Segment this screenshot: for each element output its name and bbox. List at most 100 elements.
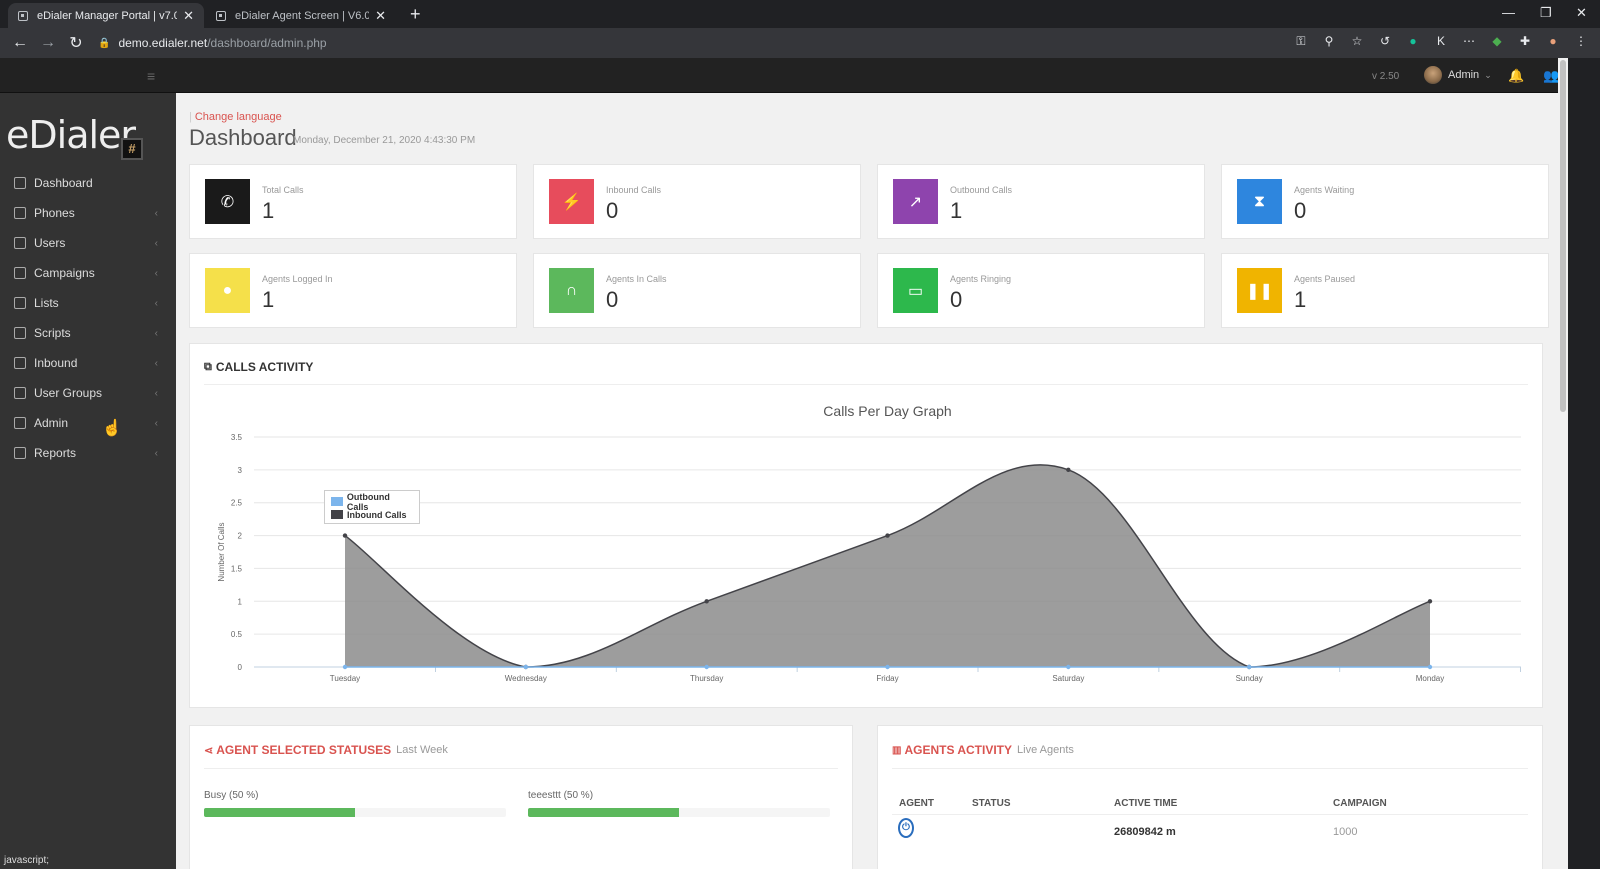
sidebar-item-phones[interactable]: Phones ‹ <box>0 198 176 228</box>
stat-label: Agents In Calls <box>606 274 667 284</box>
version-label: v 2.50 <box>1372 71 1400 82</box>
sidebar-item-users[interactable]: Users ‹ <box>0 228 176 258</box>
users-icon[interactable]: 👥 <box>1543 68 1560 83</box>
status-progress-bar <box>528 808 830 817</box>
extension-k-icon[interactable]: K <box>1436 34 1445 48</box>
x-tick-label: Monday <box>1416 674 1444 683</box>
data-point-outbound <box>704 664 709 670</box>
hand-cursor-icon: ☝ <box>102 420 122 437</box>
user-menu[interactable]: Admin ⌄ <box>1424 66 1492 84</box>
reload-icon[interactable]: ↻ <box>69 35 83 52</box>
bell-icon[interactable]: 🔔 <box>1508 68 1525 83</box>
flag-icon <box>14 267 26 279</box>
url-field[interactable]: 🔒 demo.edialer.net/dashboard/admin.php <box>98 31 327 55</box>
chevron-left-icon: ‹ <box>154 297 158 309</box>
page-title: Dashboard <box>189 125 297 150</box>
data-point-inbound <box>342 533 348 538</box>
user-name: Admin <box>1448 69 1480 81</box>
y-tick-label: 2.5 <box>231 499 243 508</box>
chevron-left-icon: ‹ <box>154 387 158 399</box>
grammarly-icon[interactable]: ● <box>1409 34 1417 48</box>
legend-item-inbound[interactable]: Inbound Calls <box>331 508 413 521</box>
group-icon <box>14 387 26 399</box>
close-tab-icon[interactable]: ✕ <box>375 7 386 23</box>
y-tick-label: 2 <box>238 532 243 541</box>
power-icon[interactable]: ⏻ <box>898 818 914 838</box>
extension-dots-icon[interactable]: ⋯ <box>1463 34 1475 48</box>
y-tick-label: 0.5 <box>231 630 243 639</box>
browser-tab-manager[interactable]: eDialer Manager Portal | v7.0 ✕ <box>8 3 204 28</box>
column-header-campaign[interactable]: CAMPAIGN <box>1333 798 1387 809</box>
y-tick-label: 0 <box>238 663 243 672</box>
column-header-agent[interactable]: AGENT <box>899 798 934 809</box>
column-header-active-time[interactable]: ACTIVE TIME <box>1114 798 1178 809</box>
stat-value: 1 <box>950 198 963 223</box>
hamburger-icon[interactable]: ≡ <box>147 68 156 84</box>
x-tick-label: Thursday <box>690 674 723 683</box>
legend-swatch <box>331 497 343 506</box>
sidebar-item-label: Reports <box>34 446 77 460</box>
data-point-outbound <box>1066 664 1071 670</box>
sidebar-menu: Dashboard Phones ‹ Users ‹ Campaigns ‹ List… <box>0 168 176 468</box>
pause-icon: ❚❚ <box>1246 282 1273 300</box>
chevron-left-icon: ‹ <box>154 447 158 459</box>
sidebar-item-lists[interactable]: Lists ‹ <box>0 288 176 318</box>
change-language-link[interactable]: | Change language <box>189 111 282 123</box>
restore-icon[interactable]: ❐ <box>1540 5 1552 20</box>
sidebar-item-scripts[interactable]: Scripts ‹ <box>0 318 176 348</box>
stat-value: 0 <box>606 198 619 223</box>
sidebar-item-campaigns[interactable]: Campaigns ‹ <box>0 258 176 288</box>
sidebar-item-label: Campaigns <box>34 266 95 280</box>
x-tick-label: Tuesday <box>330 674 360 683</box>
puzzle-icon[interactable]: ✚ <box>1519 34 1531 48</box>
extension-color-icon[interactable]: ◆ <box>1492 34 1502 48</box>
calls-activity-panel: ⧉ CALLS ACTIVITY Calls Per Day Graph Numb… <box>189 343 1543 708</box>
stat-value: 0 <box>1294 198 1307 223</box>
stat-icon-box: ❚❚ <box>1237 268 1282 313</box>
hourglass-icon: ⧗ <box>1253 192 1266 210</box>
stat-icon-box: ▭ <box>893 268 938 313</box>
key-icon[interactable]: ⚿ <box>1296 34 1306 48</box>
menu-dots-icon[interactable]: ⋮ <box>1575 34 1587 48</box>
scrollbar-thumb[interactable] <box>1560 60 1566 412</box>
forward-icon[interactable]: → <box>40 34 56 51</box>
calls-per-day-chart: Calls Per Day Graph Number Of Calls 0 0.5 1 1… <box>217 403 1521 683</box>
browser-status-text: javascript; <box>0 853 54 868</box>
page-scrollbar[interactable] <box>1558 58 1568 869</box>
url-host: demo.edialer.net <box>118 36 208 50</box>
share-icon: ⋖ <box>204 744 214 757</box>
minimize-icon[interactable]: — <box>1502 5 1515 20</box>
sidebar-item-admin[interactable]: Admin ‹ <box>0 408 176 438</box>
star-icon[interactable]: ☆ <box>1351 34 1363 48</box>
stat-card-total-calls: ✆ Total Calls 1 <box>189 164 517 239</box>
data-point-outbound <box>523 664 529 670</box>
sidebar-item-label: Phones <box>34 206 75 220</box>
data-point-inbound <box>885 533 890 538</box>
column-header-status[interactable]: STATUS <box>972 798 1011 809</box>
sidebar-item-label: Inbound <box>34 356 78 370</box>
legend-item-outbound[interactable]: Outbound Calls <box>331 492 413 512</box>
new-tab-icon[interactable]: + <box>410 4 421 24</box>
data-point-outbound <box>342 664 348 670</box>
profile-icon[interactable]: ● <box>1549 34 1557 48</box>
back-icon[interactable]: ← <box>12 34 28 51</box>
sidebar-item-dashboard[interactable]: Dashboard <box>0 168 176 198</box>
stat-value: 1 <box>262 287 275 312</box>
sidebar-item-inbound[interactable]: Inbound ‹ <box>0 348 176 378</box>
chart-legend[interactable]: Outbound Calls Inbound Calls <box>324 490 420 524</box>
app-topnav: ≡ v 2.50 Admin ⌄ 🔔 👥 <box>0 58 1560 93</box>
change-language-label: Change language <box>194 111 282 123</box>
chevron-left-icon: ‹ <box>154 357 158 369</box>
divider <box>892 814 1528 815</box>
sidebar-item-user-groups[interactable]: User Groups ‹ <box>0 378 176 408</box>
browser-tab-agent[interactable]: eDialer Agent Screen | V6.0 ✕ <box>206 3 396 28</box>
progress-fill <box>204 808 355 817</box>
zoom-icon[interactable]: ⚲ <box>1324 34 1334 48</box>
close-tab-icon[interactable]: ✕ <box>183 7 194 23</box>
data-point-inbound <box>1066 467 1071 473</box>
user-icon: ● <box>222 281 233 299</box>
sidebar-item-reports[interactable]: Reports ‹ <box>0 438 176 468</box>
history-icon[interactable]: ↺ <box>1379 34 1391 48</box>
phone-icon: ✆ <box>220 193 235 211</box>
close-window-icon[interactable]: ✕ <box>1576 5 1587 20</box>
